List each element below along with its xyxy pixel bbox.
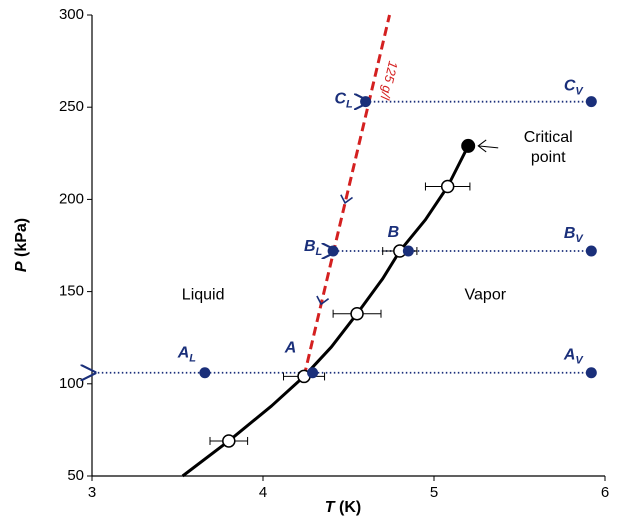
critical-label: point <box>531 149 566 166</box>
measurement-point <box>350 306 364 321</box>
state-subscript: L <box>316 246 323 258</box>
x-tick-label: 6 <box>601 484 609 501</box>
isochore-label: 125 g/l <box>377 60 401 103</box>
critical-arrow <box>477 139 499 153</box>
state-point <box>585 96 597 108</box>
y-tick-label: 150 <box>59 283 84 300</box>
state-letter: A <box>284 340 297 357</box>
y-tick-label: 250 <box>59 98 84 115</box>
x-tick-label: 3 <box>88 484 96 501</box>
y-tick-label: 50 <box>67 467 84 484</box>
coexistence-curve <box>181 145 470 478</box>
measurement-point <box>222 434 236 448</box>
state-letter: B <box>304 238 316 255</box>
isochore-arrowhead <box>340 194 354 205</box>
state-letter: B <box>564 225 576 242</box>
x-tick-label: 4 <box>259 484 267 501</box>
x-tick-label: 5 <box>430 484 438 501</box>
state-letter: B <box>388 224 400 241</box>
state-label: BL <box>304 238 323 258</box>
state-subscript: V <box>575 86 584 98</box>
state-label: BV <box>564 225 585 245</box>
x-axis-title: T (K) <box>325 499 361 516</box>
isochore-line <box>302 14 391 377</box>
region-label: Vapor <box>465 287 507 304</box>
region-label: Liquid <box>182 287 225 304</box>
y-axis-title: P (kPa) <box>13 218 30 272</box>
y-tick-label: 100 <box>59 375 84 392</box>
state-label: AV <box>563 347 585 367</box>
y-tick-label: 300 <box>59 6 84 23</box>
state-label: A <box>284 340 297 357</box>
state-point <box>360 96 372 108</box>
state-subscript: L <box>346 99 353 111</box>
state-subscript: L <box>189 353 196 365</box>
critical-label: Critical <box>524 129 573 146</box>
state-point <box>402 245 414 257</box>
state-letter: A <box>177 345 190 362</box>
state-point <box>307 367 319 379</box>
state-point <box>199 367 211 379</box>
isochore-arrowhead <box>316 295 330 306</box>
measurement-point <box>440 179 455 194</box>
state-subscript: V <box>575 233 584 245</box>
state-letter: C <box>564 78 576 95</box>
critical-point <box>461 138 476 153</box>
state-point <box>585 367 597 379</box>
state-point <box>585 245 597 257</box>
state-point <box>327 245 339 257</box>
state-subscript: V <box>575 355 584 367</box>
state-label: CL <box>334 91 353 111</box>
state-label: AL <box>177 345 197 365</box>
state-label: B <box>388 224 400 241</box>
state-letter: A <box>563 347 576 364</box>
state-label: CV <box>564 78 585 98</box>
y-tick-label: 200 <box>59 190 84 207</box>
state-letter: C <box>334 91 346 108</box>
